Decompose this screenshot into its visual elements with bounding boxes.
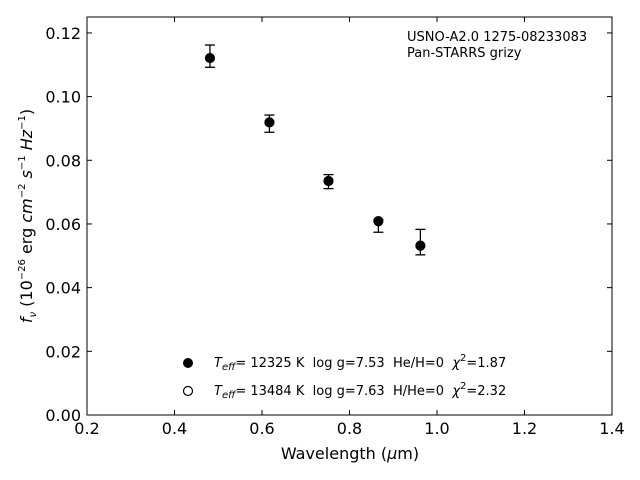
model-point-filled [205, 53, 215, 63]
y-axis-ticks: 0.00 0.02 0.04 0.06 0.08 0.10 0.12 [45, 24, 612, 425]
legend-marker-open [182, 385, 194, 397]
data-markers [204, 52, 426, 251]
y-tick-label: 0.10 [45, 88, 81, 107]
x-tick-label: 0.6 [249, 419, 274, 438]
legend-entry-2: Teff= 13484 K log g=7.63 H/He=0 χ2=2.32 [214, 381, 506, 401]
legend: Teff= 12325 K log g=7.53 He/H=0 χ2=1.87 … [182, 353, 506, 401]
model-point-filled [264, 117, 275, 127]
legend-marker-filled [183, 358, 193, 368]
y-tick-label: 0.12 [45, 24, 81, 43]
x-tick-label: 1.0 [424, 419, 449, 438]
y-tick-label: 0.00 [45, 406, 81, 425]
y-tick-label: 0.02 [45, 342, 81, 361]
y-tick-label: 0.08 [45, 151, 81, 170]
annotation-survey: Pan-STARRS grizy [407, 46, 522, 61]
error-bars [204, 44, 426, 256]
y-tick-label: 0.04 [45, 279, 81, 298]
x-tick-label: 0.4 [162, 419, 187, 438]
x-tick-label: 0.2 [74, 419, 99, 438]
legend-entry-1: Teff= 12325 K log g=7.53 He/H=0 χ2=1.87 [214, 353, 506, 373]
x-tick-label: 0.8 [337, 419, 362, 438]
y-tick-label: 0.06 [45, 215, 81, 234]
x-tick-label: 1.4 [599, 419, 624, 438]
x-tick-label: 1.2 [512, 419, 537, 438]
model-point-filled [415, 241, 425, 251]
x-axis-ticks: 0.2 0.4 0.6 0.8 1.0 1.2 1.4 [74, 17, 625, 438]
model-point-filled [323, 176, 334, 186]
model-point-filled [373, 217, 383, 227]
annotation-object: USNO-A2.0 1275-08233083 [407, 30, 587, 45]
x-axis-label: Wavelength (μm) [281, 444, 419, 463]
y-axis-label: fν (10−26 erg cm−2 s−1 Hz−1) [17, 109, 39, 323]
